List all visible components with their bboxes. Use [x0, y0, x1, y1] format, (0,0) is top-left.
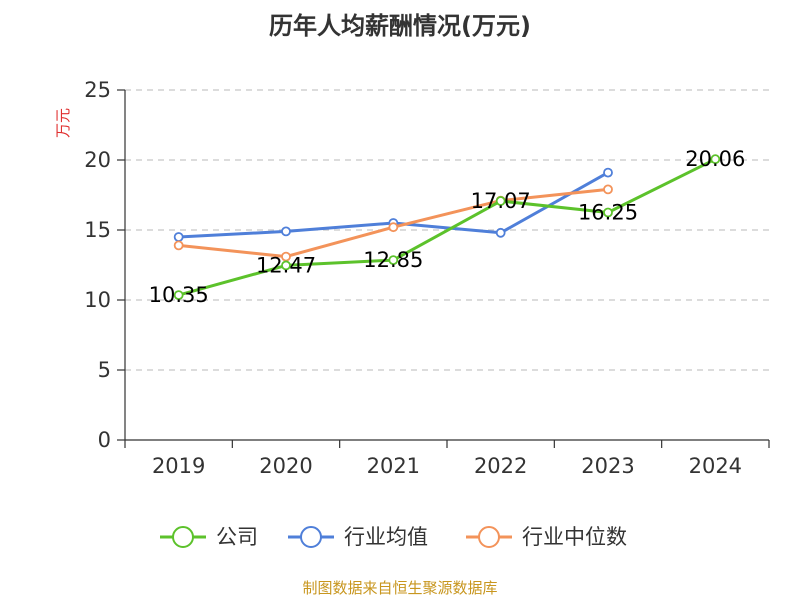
legend[interactable]: 公司 行业均值 行业中位数: [160, 525, 627, 549]
x-tick-label: 2022: [474, 454, 527, 478]
axis-layer: 万元 0 5 10 15 20 25 2019 2020 2021 2022 2023 2024: [54, 78, 770, 478]
y-tick-label: 0: [98, 428, 111, 452]
series-point-2: [603, 184, 613, 195]
y-tick-label: 20: [84, 148, 111, 172]
series-line-0: [178, 157, 717, 297]
x-tick-label: 2019: [152, 454, 205, 478]
data-label: 16.25: [578, 201, 638, 225]
data-label: 12.47: [256, 253, 316, 277]
legend-label: 公司: [216, 525, 258, 549]
x-tick-label: 2020: [259, 454, 312, 478]
series-point-0: [281, 260, 291, 271]
data-label: 17.07: [471, 189, 531, 213]
series-point-0: [710, 154, 721, 165]
x-tick-label: 2023: [581, 454, 634, 478]
legend-swatch-marker: [478, 526, 500, 548]
series-point-1: [281, 226, 291, 237]
series-point-1: [495, 227, 506, 238]
y-tick-label: 10: [84, 288, 111, 312]
legend-label: 行业中位数: [522, 525, 627, 549]
y-tick-label: 25: [84, 78, 111, 102]
series-point-1: [173, 232, 184, 242]
series-point-0: [388, 255, 399, 266]
y-tick-label: 5: [98, 358, 111, 382]
data-label: 20.06: [685, 147, 745, 171]
series-point-2: [388, 222, 399, 233]
y-tick-label: 15: [84, 218, 111, 242]
chart-title: 历年人均薪酬情况(万元): [269, 12, 531, 40]
data-label: 10.35: [149, 283, 209, 307]
series-point-0: [495, 196, 506, 206]
x-tick-label: 2021: [367, 454, 420, 478]
y-axis-label: 万元: [54, 108, 72, 138]
series-point-2: [173, 240, 184, 251]
data-label-layer: 10.35 12.47 12.85 17.07 16.25 20.06: [149, 147, 746, 307]
legend-swatch-marker: [300, 526, 322, 548]
data-label: 12.85: [363, 248, 423, 272]
legend-label: 行业均值: [344, 525, 428, 549]
x-tick-label: 2024: [689, 454, 742, 478]
series-point-0: [173, 290, 184, 301]
legend-swatch-marker: [172, 526, 194, 548]
source-note: 制图数据来自恒生聚源数据库: [302, 579, 498, 597]
series-point-0: [603, 207, 613, 218]
series-point-1: [603, 167, 613, 178]
series-layer: [173, 154, 721, 301]
